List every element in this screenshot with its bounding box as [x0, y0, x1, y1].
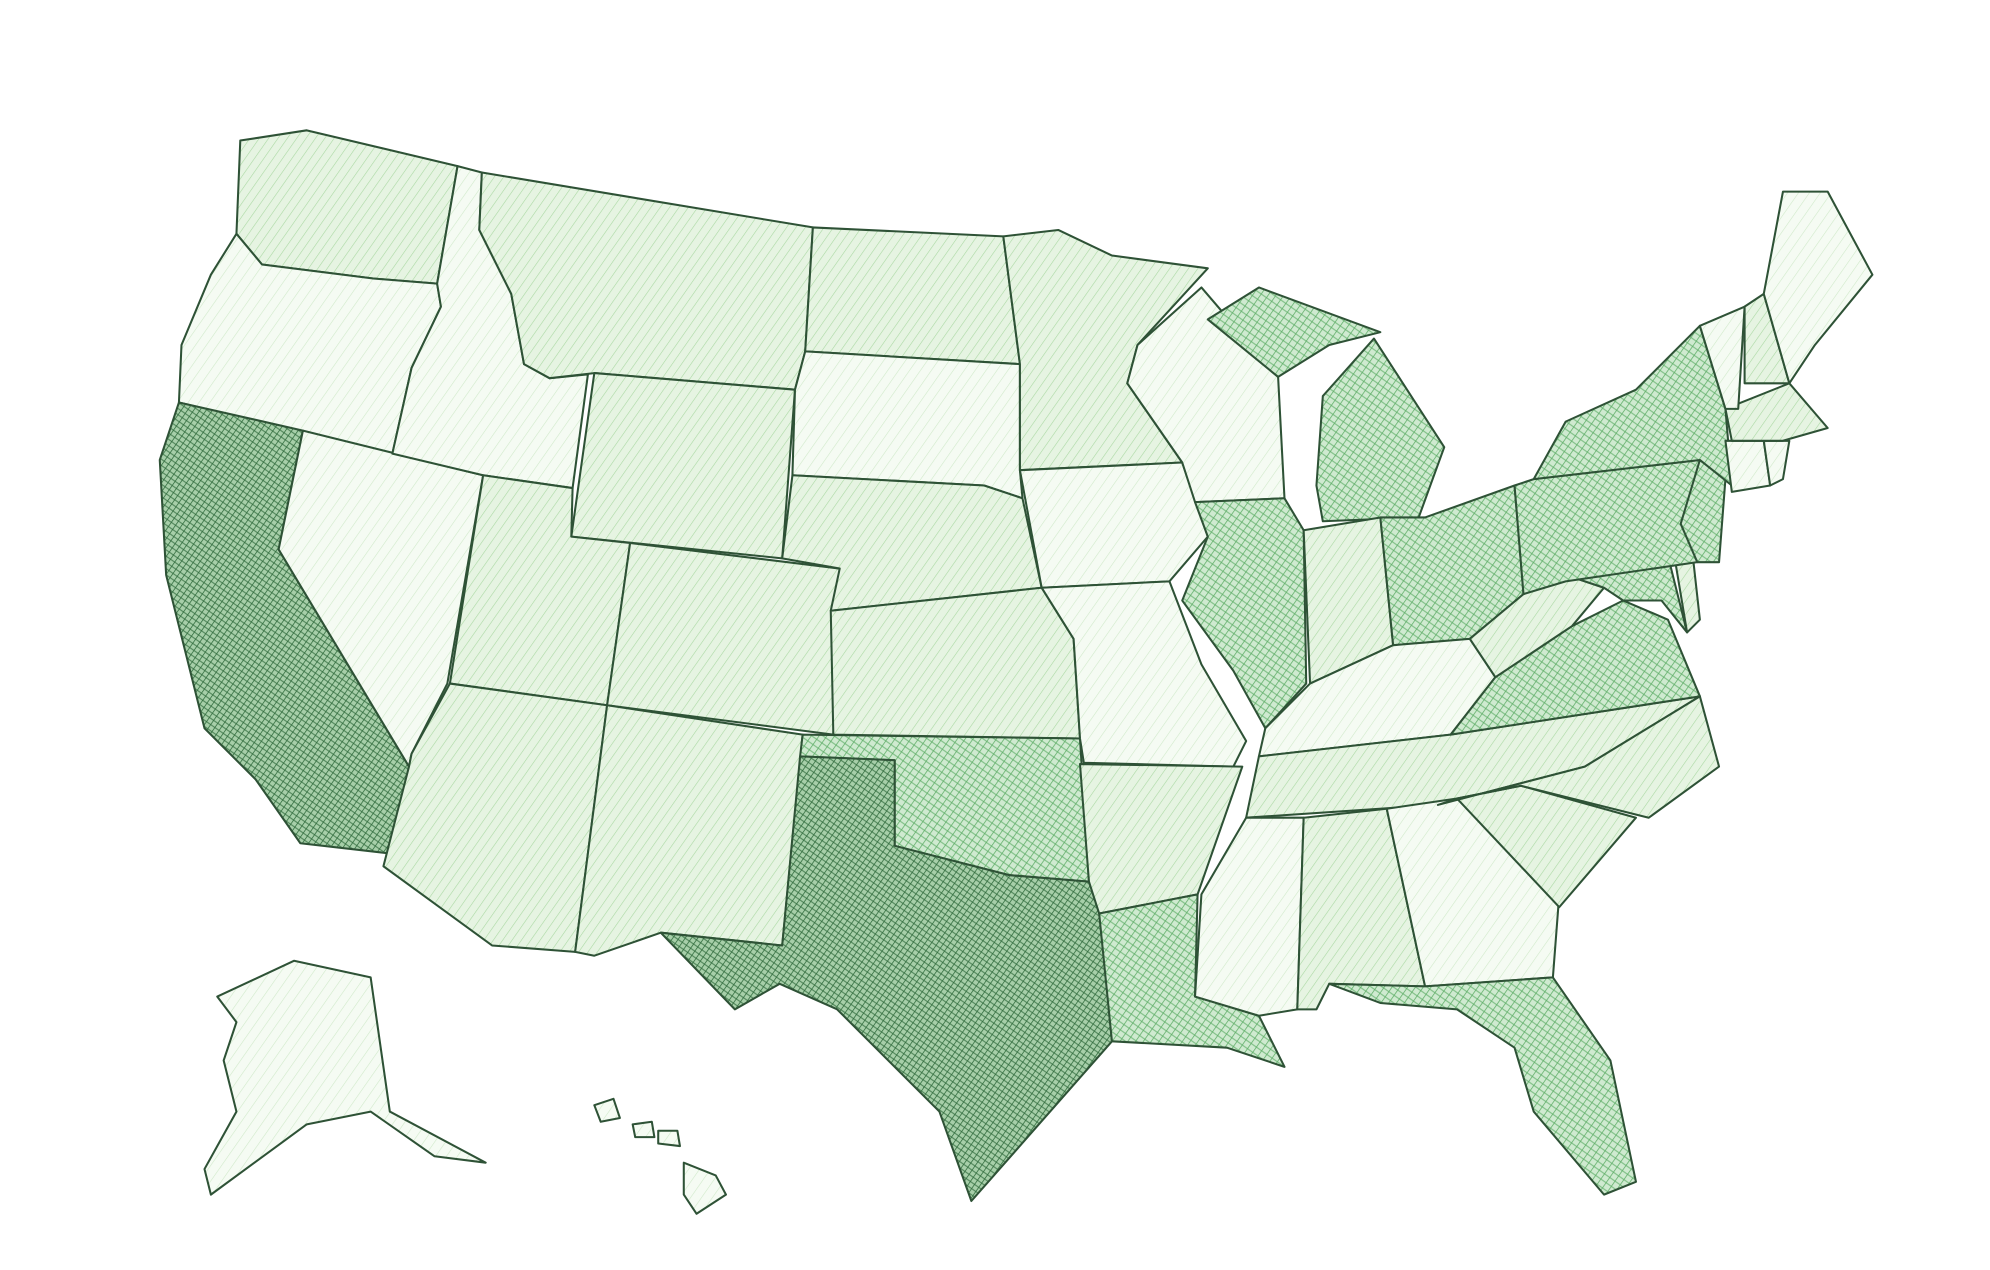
state-mt: [478, 171, 814, 391]
state-ma: [1724, 382, 1829, 442]
state-fl: [1328, 976, 1637, 1196]
state-nm: [574, 704, 804, 957]
state-ks: [829, 586, 1082, 740]
state-nd: [804, 226, 1021, 366]
state-tx: [659, 755, 1113, 1203]
state-ny: [1532, 324, 1733, 487]
states-layer: [158, 129, 1874, 1215]
state-wa: [235, 129, 459, 285]
state-ct: [1724, 439, 1772, 493]
state-vt: [1698, 305, 1746, 410]
state-ak: [203, 959, 487, 1196]
state-wy: [570, 372, 796, 560]
state-me: [1762, 190, 1874, 385]
state-nc: [1436, 695, 1721, 819]
state-ia: [1018, 461, 1209, 589]
state-ga: [1385, 797, 1561, 988]
state-co: [606, 541, 841, 736]
state-hi: [593, 1097, 727, 1215]
state-la: [1098, 893, 1286, 1068]
